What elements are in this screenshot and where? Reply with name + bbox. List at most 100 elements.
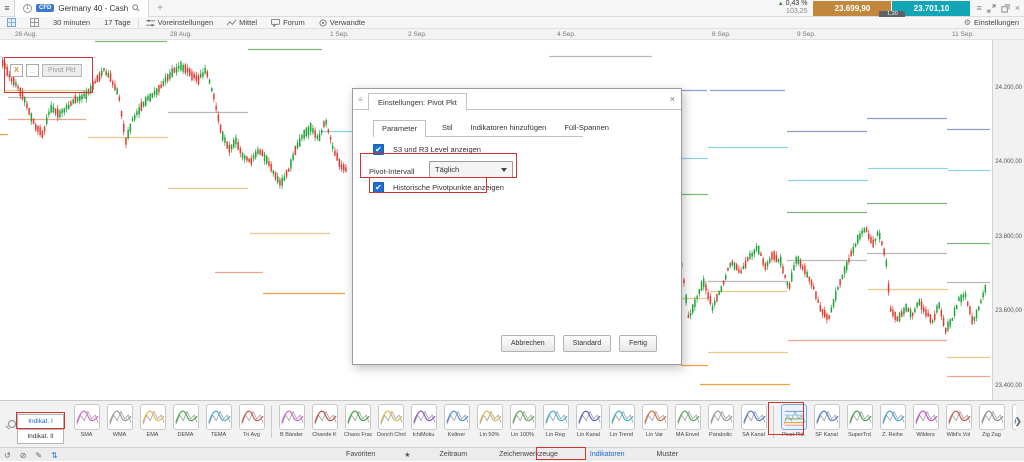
tab-parameter[interactable]: Parameter bbox=[373, 120, 427, 137]
tab-muster[interactable]: Muster bbox=[656, 451, 678, 458]
indicator-tile-sf-kanal[interactable]: SF Kanal bbox=[813, 404, 840, 446]
indicator-tile-icon[interactable] bbox=[509, 404, 536, 430]
indicator-tile-z-z-[interactable]: Z. Z. bbox=[1011, 404, 1016, 446]
forum-button[interactable]: Forum bbox=[264, 17, 312, 29]
indicator-tile-icon[interactable] bbox=[740, 404, 767, 430]
indicator-tile-icon[interactable] bbox=[278, 404, 305, 430]
indikat-1-button[interactable]: Indikat. I bbox=[17, 414, 64, 429]
indicator-tile-icon[interactable] bbox=[846, 404, 873, 430]
indicator-tile-icon[interactable] bbox=[575, 404, 602, 430]
indicator-tile-icon[interactable] bbox=[945, 404, 972, 430]
tab-favoriten[interactable]: Favoriten bbox=[346, 451, 376, 458]
buy-price-button[interactable]: 23.701,10 bbox=[892, 0, 971, 16]
close-icon[interactable]: × bbox=[1014, 2, 1020, 13]
indicator-tile-chaos-frac[interactable]: Chaos Frac bbox=[344, 404, 372, 446]
disable-icon[interactable]: ⊘ bbox=[19, 450, 27, 460]
scroll-right-icon[interactable]: ❯ bbox=[1014, 416, 1022, 426]
indicator-tile-icon[interactable] bbox=[410, 404, 437, 430]
indikat-2-button[interactable]: Indikat. II bbox=[17, 429, 64, 444]
indicator-tile-icon[interactable] bbox=[1011, 404, 1016, 430]
abbrechen-button[interactable]: Abbrechen bbox=[500, 335, 555, 352]
indicator-tile-donch-chnl[interactable]: Donch Chnl bbox=[377, 404, 406, 446]
drag-handle-icon[interactable]: ≡ bbox=[976, 2, 982, 13]
resize-icon[interactable] bbox=[987, 3, 996, 13]
pencil-icon[interactable]: ✎ bbox=[35, 450, 43, 460]
layout-grid-icon[interactable] bbox=[23, 17, 46, 29]
interval-selector[interactable]: 30 minuten bbox=[53, 18, 91, 27]
dialog-menu-icon[interactable]: ≡ bbox=[358, 95, 363, 104]
dialog-titlebar[interactable]: ≡ Einstellungen: Pivot Pkt × bbox=[353, 89, 681, 111]
indicator-tile-ema[interactable]: EMA bbox=[139, 404, 166, 446]
indicator-tile-parabolic[interactable]: Parabolic bbox=[707, 404, 734, 446]
indicator-tile-icon[interactable] bbox=[674, 404, 701, 430]
indicator-tile-icon[interactable] bbox=[205, 404, 232, 430]
indicator-tile-icon[interactable] bbox=[641, 404, 668, 430]
indicator-tile-z-reihe[interactable]: Z. Reihe bbox=[879, 404, 906, 446]
presets-button[interactable]: Voreinstellungen bbox=[139, 17, 220, 29]
chart-tab[interactable]: 1 CFD Germany 40 - Cash bbox=[14, 0, 150, 17]
tab-stil[interactable]: Stil bbox=[442, 123, 453, 132]
layout-selected-icon[interactable] bbox=[0, 17, 23, 29]
indicator-tile-chande-k[interactable]: Chande K bbox=[311, 404, 338, 446]
indicator-tile-icon[interactable] bbox=[106, 404, 133, 430]
indicator-tile-icon[interactable] bbox=[780, 404, 807, 430]
indicator-tile-zig-zag[interactable]: Zig Zag bbox=[978, 404, 1005, 446]
tab-zeichenwerkzeuge[interactable]: Zeichenwerkzeuge bbox=[499, 451, 558, 458]
chart-area[interactable]: 24.200,00 24.000,00 23.800,00 23.600,00 23.4… bbox=[0, 40, 1024, 400]
s3-r3-checkbox[interactable]: ✔ bbox=[373, 144, 384, 155]
indicator-tile-icon[interactable] bbox=[377, 404, 404, 430]
indicator-tile-icon[interactable] bbox=[879, 404, 906, 430]
tab-indikatoren[interactable]: Indikatoren bbox=[589, 451, 625, 458]
historische-checkbox[interactable]: ✔ bbox=[373, 182, 384, 193]
indicator-tile-lin-kanal[interactable]: Lin Kanal bbox=[575, 404, 602, 446]
indicator-tile-icon[interactable] bbox=[608, 404, 635, 430]
indicator-tile-lin-var[interactable]: Lin Var bbox=[641, 404, 668, 446]
tab-indikatoren-hinzufuegen[interactable]: Indikatoren hinzufügen bbox=[470, 123, 547, 132]
indicator-tile-supertrd[interactable]: SuperTrd bbox=[846, 404, 873, 446]
indicator-tile-icon[interactable] bbox=[172, 404, 199, 430]
indicator-tile-icon[interactable] bbox=[978, 404, 1005, 430]
tab-zeitraum[interactable]: Zeitraum bbox=[439, 451, 468, 458]
popout-icon[interactable] bbox=[1001, 3, 1010, 13]
indicator-tile-wma[interactable]: WMA bbox=[106, 404, 133, 446]
tab-fuell-spannen[interactable]: Füll-Spannen bbox=[564, 123, 609, 132]
indicator-tile-icon[interactable] bbox=[443, 404, 470, 430]
indicator-tile-lin-50-[interactable]: Lin 50% bbox=[476, 404, 503, 446]
price-axis[interactable]: 24.200,00 24.000,00 23.800,00 23.600,00 23.4… bbox=[992, 40, 1024, 400]
indicator-tile-wilders[interactable]: Wilders bbox=[912, 404, 939, 446]
add-tab-button[interactable]: + bbox=[157, 2, 163, 14]
dialog-close-icon[interactable]: × bbox=[669, 94, 675, 104]
standard-button[interactable]: Standard bbox=[562, 335, 612, 352]
sort-arrows-icon[interactable]: ⇅ bbox=[51, 450, 58, 460]
reset-icon[interactable]: ↺ bbox=[4, 450, 11, 460]
indicator-tile-icon[interactable] bbox=[476, 404, 503, 430]
indicator-tile-icon[interactable] bbox=[813, 404, 840, 430]
indicator-tile-icon[interactable] bbox=[238, 404, 265, 430]
verwandte-button[interactable]: Verwandte bbox=[312, 17, 372, 29]
indicator-tile-b-b-nder[interactable]: B Bänder bbox=[278, 404, 305, 446]
search-icon[interactable] bbox=[132, 4, 140, 12]
pivot-interval-dropdown[interactable]: Täglich bbox=[429, 161, 513, 178]
legend-minimize-button[interactable]: _ bbox=[26, 64, 39, 77]
indicator-tile-icon[interactable] bbox=[542, 404, 569, 430]
indicator-tile-tema[interactable]: TEMA bbox=[205, 404, 232, 446]
indicator-tile-tri-avg[interactable]: Tri Avg bbox=[238, 404, 265, 446]
fertig-button[interactable]: Fertig bbox=[619, 335, 657, 352]
indicator-tile-icon[interactable] bbox=[73, 404, 100, 430]
indicator-tile-pivot-pkt-[interactable]: Pivot Pkt. bbox=[780, 404, 807, 446]
sell-price-button[interactable]: 23.699,90 bbox=[813, 0, 892, 16]
indicator-tile-lin-100-[interactable]: Lin 100% bbox=[509, 404, 536, 446]
indicator-tile-icon[interactable] bbox=[707, 404, 734, 430]
indicator-tile-ma-envel[interactable]: MA Envel bbox=[674, 404, 701, 446]
indicator-tile-keltner[interactable]: Keltner bbox=[443, 404, 470, 446]
indicator-tile-icon[interactable] bbox=[912, 404, 939, 430]
indicator-tile-icon[interactable] bbox=[139, 404, 166, 430]
indicator-tile-ichimoku[interactable]: IchiMoku bbox=[410, 404, 437, 446]
indicator-tile-lin-trend[interactable]: Lin Trend bbox=[608, 404, 635, 446]
star-icon[interactable]: ★ bbox=[404, 451, 411, 459]
indicator-tile-sa-kanal[interactable]: SA Kanal bbox=[740, 404, 767, 446]
indicator-tile-lin-reg[interactable]: Lin Reg bbox=[542, 404, 569, 446]
indicator-tile-icon[interactable] bbox=[344, 404, 371, 430]
indicator-tile-icon[interactable] bbox=[311, 404, 338, 430]
legend-label[interactable]: Pivot Pkt bbox=[42, 64, 82, 77]
